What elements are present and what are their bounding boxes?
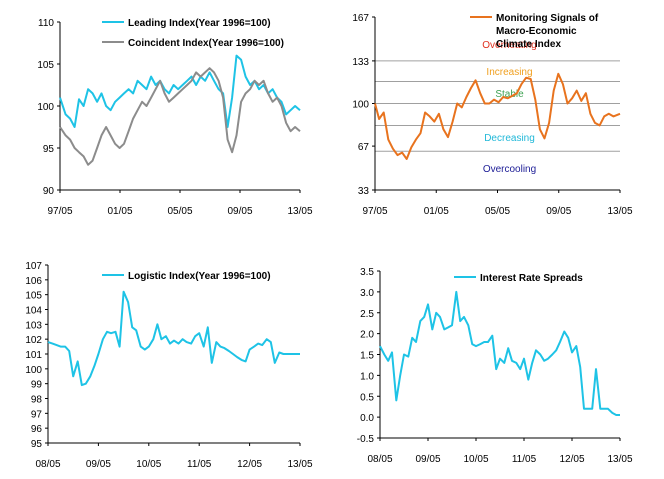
legend-label: Monitoring Signals of Macro-Economic Clima… — [496, 13, 599, 50]
series-line — [374, 72, 621, 160]
x-tick-label: 01/05 — [424, 206, 449, 217]
x-tick-label: 05/05 — [167, 206, 192, 217]
series-line — [379, 290, 620, 416]
y-tick-label: 95 — [31, 439, 43, 450]
band-label: Overcooling — [483, 164, 536, 175]
y-tick-label: 0.5 — [360, 392, 374, 403]
x-tick-label: 01/05 — [107, 206, 132, 217]
y-tick-label: -0.5 — [357, 434, 375, 445]
x-tick-label: 11/05 — [512, 454, 537, 465]
y-tick-label: 105 — [25, 291, 42, 302]
y-tick-label: 102 — [25, 335, 42, 346]
x-tick-label: 08/05 — [367, 454, 392, 465]
y-tick-label: 1.0 — [360, 371, 374, 382]
x-tick-label: 12/05 — [237, 459, 262, 470]
y-tick-label: 67 — [358, 142, 370, 153]
x-tick-label: 09/05 — [227, 206, 252, 217]
x-tick-label: 05/05 — [485, 206, 510, 217]
y-tick-label: 97 — [31, 409, 43, 420]
y-tick-label: 100 — [37, 102, 54, 113]
x-tick-label: 13/05 — [287, 459, 312, 470]
y-tick-label: 167 — [352, 13, 369, 24]
x-tick-label: 09/05 — [86, 459, 111, 470]
band-label: Overheating — [482, 40, 536, 51]
x-tick-label: 13/05 — [287, 206, 312, 217]
x-tick-label: 97/05 — [362, 206, 387, 217]
x-tick-label: 13/05 — [607, 454, 632, 465]
y-tick-label: 101 — [25, 350, 42, 361]
chart-1: 90 95 100 105 110 97/05 01/05 05/05 09/05 13/05 Le… — [37, 18, 313, 217]
band-label: Decreasing — [484, 133, 535, 144]
y-tick-label: 0.0 — [360, 413, 374, 424]
y-tick-label: 3.5 — [360, 267, 374, 278]
y-tick-label: 2.0 — [360, 330, 374, 341]
y-tick-label: 98 — [31, 395, 43, 406]
series-line — [47, 290, 300, 387]
y-tick-label: 106 — [25, 276, 42, 287]
x-tick-label: 10/05 — [136, 459, 161, 470]
y-tick-label: 103 — [25, 320, 42, 331]
legend-label: Coincident Index(Year 1996=100) — [128, 38, 284, 49]
chart-4: -0.5 0.0 0.5 1.0 1.5 2.0 2.5 3.0 3.5 08/05 09/05 10… — [357, 267, 633, 465]
y-tick-label: 2.5 — [360, 309, 374, 320]
y-tick-label: 110 — [38, 18, 54, 29]
x-tick-label: 13/05 — [607, 206, 632, 217]
y-tick-label: 1.5 — [360, 351, 374, 362]
legend-label: Leading Index(Year 1996=100) — [128, 18, 271, 29]
series-line — [59, 67, 301, 166]
band-label: Increasing — [486, 67, 532, 78]
y-tick-label: 133 — [352, 57, 369, 68]
y-tick-label: 100 — [352, 100, 369, 111]
x-tick-label: 09/05 — [546, 206, 571, 217]
y-tick-label: 96 — [31, 424, 43, 435]
x-tick-label: 12/05 — [559, 454, 584, 465]
chart-2: Overheating Increasing Stable Decreasing Ove… — [352, 13, 633, 217]
y-tick-label: 90 — [43, 186, 55, 197]
chart-3: 95 96 97 98 99 100 101 102 103 104 105 106 107 08/05 0… — [25, 261, 313, 470]
x-tick-label: 09/05 — [415, 454, 440, 465]
x-tick-label: 11/05 — [187, 459, 212, 470]
y-tick-label: 107 — [25, 261, 42, 272]
legend-label: Interest Rate Spreads — [480, 273, 583, 284]
y-tick-label: 33 — [358, 186, 370, 197]
y-tick-label: 3.0 — [360, 288, 374, 299]
y-tick-label: 100 — [25, 365, 42, 376]
x-tick-label: 97/05 — [47, 206, 72, 217]
y-tick-label: 105 — [37, 60, 54, 71]
band-label: Stable — [495, 89, 524, 100]
y-tick-label: 95 — [43, 144, 55, 155]
series-line — [59, 54, 301, 128]
x-tick-label: 08/05 — [35, 459, 60, 470]
x-tick-label: 10/05 — [463, 454, 488, 465]
legend-label: Logistic Index(Year 1996=100) — [128, 271, 271, 282]
y-tick-label: 99 — [31, 380, 43, 391]
y-tick-label: 104 — [25, 306, 42, 317]
